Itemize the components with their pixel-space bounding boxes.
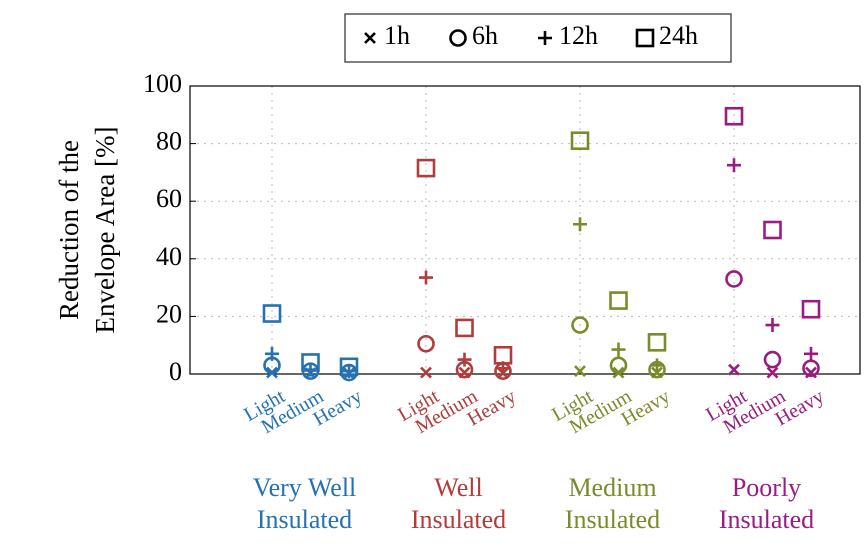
marker-square <box>635 28 655 48</box>
marker-plus <box>419 270 433 285</box>
group-label: Medium <box>568 473 656 502</box>
legend-label: 6h <box>472 21 498 50</box>
marker-x <box>574 365 586 378</box>
marker-plus <box>765 318 780 333</box>
group-label: Insulated <box>565 505 660 534</box>
marker-circle <box>763 350 782 369</box>
marker-circle <box>417 334 435 353</box>
marker-square <box>262 304 282 323</box>
plot-frame <box>189 85 861 375</box>
marker-plus <box>265 346 279 361</box>
y-tick-label: 60 <box>156 184 182 213</box>
group-label: Insulated <box>257 505 352 534</box>
marker-circle <box>609 356 628 375</box>
marker-x <box>364 32 376 44</box>
marker-plus <box>457 352 472 367</box>
marker-square <box>339 357 359 377</box>
legend-label: 1h <box>384 21 410 50</box>
y-tick-label: 40 <box>156 242 182 271</box>
marker-plus <box>538 31 552 45</box>
group-label: Insulated <box>411 505 506 534</box>
y-tick-label: 0 <box>169 357 182 386</box>
marker-plus <box>611 342 626 357</box>
marker-x <box>766 366 779 379</box>
marker-circle <box>725 270 743 288</box>
marker-square <box>416 158 436 178</box>
marker-plus <box>650 358 664 373</box>
group-label: Well <box>434 473 482 502</box>
marker-square <box>570 131 590 151</box>
y-tick-label: 100 <box>143 69 182 98</box>
marker-square <box>455 318 474 338</box>
marker-square <box>801 299 821 319</box>
marker-circle <box>449 29 467 47</box>
y-tick-label: 20 <box>156 299 182 328</box>
y-tick-label: 80 <box>156 127 182 156</box>
y-axis-label: Envelope Area [%] <box>90 127 120 334</box>
marker-square <box>763 220 782 240</box>
marker-square <box>609 291 628 310</box>
y-axis-label: Reduction of the <box>54 140 84 320</box>
marker-x <box>420 366 432 379</box>
marker-plus <box>727 158 741 173</box>
legend-label: 24h <box>659 21 698 50</box>
marker-square <box>647 333 667 352</box>
group-label: Very Well <box>253 473 357 502</box>
marker-square <box>724 106 744 126</box>
marker-circle <box>571 316 589 334</box>
marker-plus <box>573 217 587 232</box>
group-label: Insulated <box>719 505 814 534</box>
marker-plus <box>804 346 818 361</box>
marker-square <box>301 353 320 372</box>
marker-x <box>728 363 740 376</box>
group-label: Poorly <box>732 473 801 502</box>
marker-square <box>493 345 513 365</box>
legend-label: 12h <box>559 21 598 50</box>
